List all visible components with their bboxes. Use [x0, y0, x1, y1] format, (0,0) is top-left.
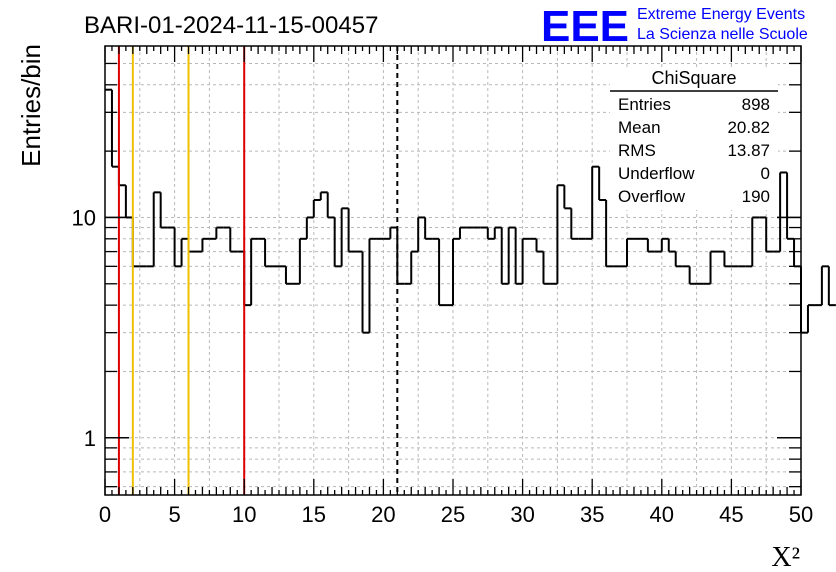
- stats-box-title: ChiSquare: [651, 68, 736, 88]
- x-tick-label: 0: [99, 502, 111, 527]
- stats-row-value: 0: [761, 164, 770, 183]
- stats-row-label: Mean: [618, 118, 661, 137]
- y-tick-label: 10: [72, 205, 96, 230]
- stats-row-label: Overflow: [618, 187, 686, 206]
- reference-lines: [117, 46, 399, 495]
- axis-ticks: 0 5 10 15 20 25 30 35 40 45 50 1 10: [72, 46, 813, 527]
- x-axis-label: X²: [771, 542, 800, 572]
- x-tick-label: 45: [719, 502, 743, 527]
- stats-row-value: 898: [742, 95, 770, 114]
- x-tick-label: 30: [510, 502, 534, 527]
- x-tick-label: 35: [580, 502, 604, 527]
- stats-row-label: Entries: [618, 95, 671, 114]
- logo-line-2: La Scienza nelle Scuole: [637, 26, 808, 43]
- y-tick-label: 1: [84, 426, 96, 451]
- x-tick-label: 10: [232, 502, 256, 527]
- stats-row-value: 13.87: [727, 141, 770, 160]
- x-tick-label: 5: [168, 502, 180, 527]
- x-tick-label: 40: [650, 502, 674, 527]
- y-axis-label: Entries/bin: [16, 44, 46, 167]
- stats-row-label: RMS: [618, 141, 656, 160]
- stats-row-label: Underflow: [618, 164, 695, 183]
- logo-line-1: Extreme Energy Events: [637, 6, 805, 23]
- histogram-series: [105, 88, 836, 334]
- x-tick-label: 25: [441, 502, 465, 527]
- eee-logo: EEE Extreme Energy Events La Scienza nel…: [541, 2, 808, 51]
- x-tick-label: 20: [371, 502, 395, 527]
- logo-mark: EEE: [541, 2, 629, 51]
- stats-box: ChiSquare Entries 898 Mean 20.82 RMS 13.87 Und…: [610, 68, 778, 210]
- stats-row-value: 190: [742, 187, 770, 206]
- chart-title: BARI-01-2024-11-15-00457: [84, 12, 378, 39]
- stats-box-rows: Entries 898 Mean 20.82 RMS 13.87 Underflow 0 Ove…: [618, 95, 770, 206]
- x-tick-label: 50: [789, 502, 813, 527]
- x-tick-label: 15: [302, 502, 326, 527]
- stats-row-value: 20.82: [727, 118, 770, 137]
